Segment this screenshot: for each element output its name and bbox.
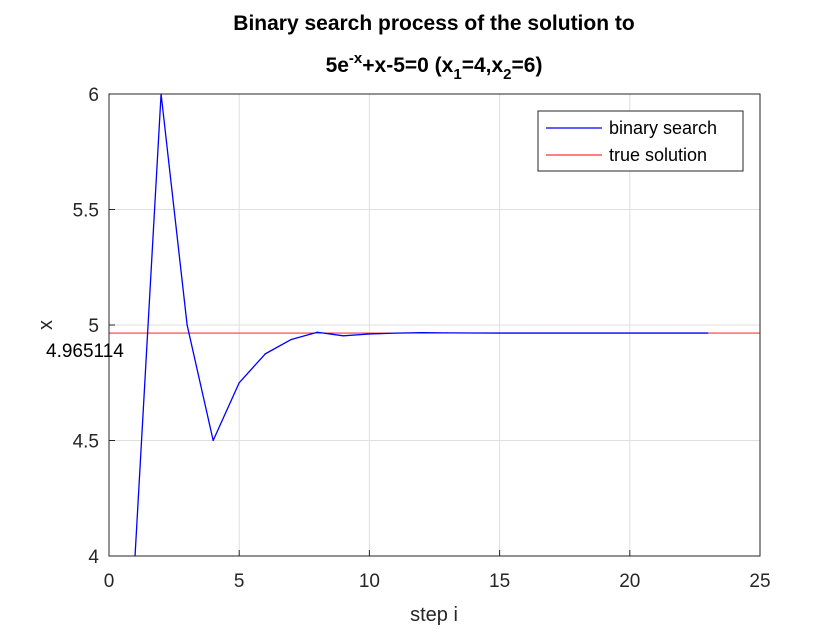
binary-search-point bbox=[186, 324, 188, 326]
y-tick-label: 5.5 bbox=[73, 201, 99, 222]
y-tick-label: 6 bbox=[88, 85, 99, 106]
legend: binary search true solution bbox=[537, 110, 744, 172]
chart-title-line1: Binary search process of the solution to bbox=[233, 12, 634, 35]
tick-layer: 0 5 10 15 20 25 4 4.5 5 5.5 6 bbox=[73, 85, 771, 592]
y-tick-label: 4.5 bbox=[73, 432, 99, 453]
binary-search-point bbox=[472, 332, 475, 334]
chart-title-line2: 5e-x+x-5=0 (x1=4,x2=6) bbox=[326, 50, 543, 83]
y-axis-label: x bbox=[35, 320, 57, 330]
x-tick-label: 5 bbox=[234, 571, 245, 592]
binary-search-point bbox=[316, 331, 318, 333]
legend-box bbox=[537, 110, 744, 172]
x-tick-label: 10 bbox=[359, 571, 380, 592]
binary-search-point bbox=[238, 382, 240, 384]
x-axis-label: step i bbox=[410, 604, 458, 626]
binary-search-point bbox=[394, 332, 397, 334]
binary-search-point bbox=[368, 333, 370, 335]
x-tick-label: 25 bbox=[749, 571, 770, 592]
binary-search-point bbox=[681, 332, 683, 334]
binary-search-point bbox=[446, 332, 449, 334]
true-solution-annotation: 4.965114 bbox=[46, 341, 124, 362]
x-tick-label: 20 bbox=[619, 571, 640, 592]
binary-search-point bbox=[629, 332, 631, 334]
binary-search-point bbox=[290, 338, 292, 341]
binary-search-point bbox=[603, 332, 605, 334]
binary-search-point bbox=[342, 335, 344, 337]
binary-search-point bbox=[707, 332, 709, 334]
y-tick-label: 4 bbox=[88, 547, 99, 568]
series-layer bbox=[109, 93, 760, 557]
legend-label-binary-search: binary search bbox=[609, 118, 717, 138]
legend-label-true-solution: true solution bbox=[609, 145, 707, 165]
binary-search-point bbox=[499, 332, 501, 334]
y-tick-label: 5 bbox=[88, 316, 99, 337]
binary-search-point bbox=[420, 332, 423, 334]
binary-search-point bbox=[525, 332, 527, 334]
binary-search-point bbox=[264, 353, 266, 355]
binary-search-point bbox=[655, 332, 657, 334]
binary-search-point bbox=[577, 332, 579, 334]
x-tick-label: 0 bbox=[104, 571, 115, 592]
x-tick-label: 15 bbox=[489, 571, 510, 592]
binary-search-point bbox=[212, 439, 214, 442]
binary-search-point bbox=[551, 332, 553, 334]
